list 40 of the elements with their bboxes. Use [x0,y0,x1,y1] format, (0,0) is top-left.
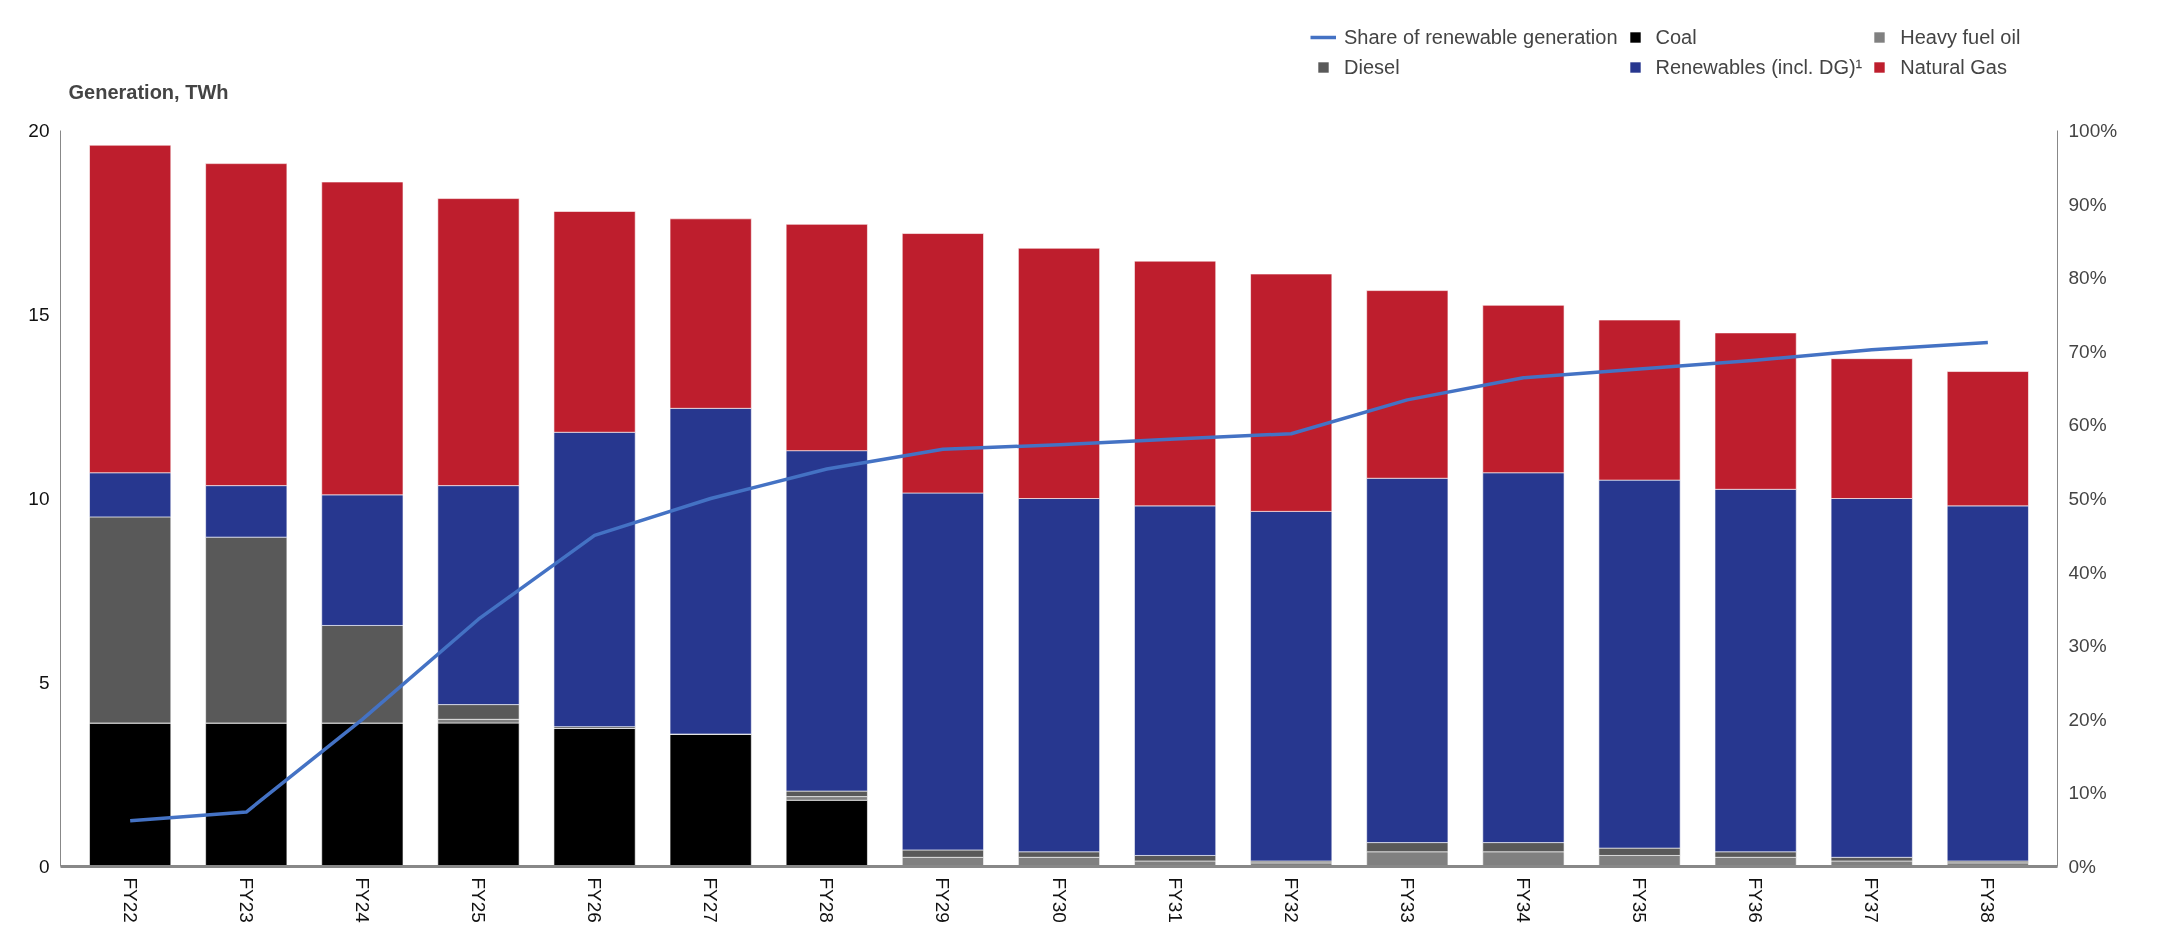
y-tick-label: 15 [28,304,50,325]
x-tick-label: FY22 [119,877,141,923]
x-tick-label: FY23 [235,877,257,923]
y2-tick-label: 40% [2068,561,2107,583]
x-tick-label: FY27 [700,877,722,923]
x-tick-label: FY30 [1048,877,1070,923]
x-tick-label: FY28 [816,877,838,923]
y-tick-label: 5 [38,672,50,693]
y2-tick-label: 100% [2068,120,2118,141]
y2-tick-label: 90% [2068,193,2107,215]
y2-tick-label: 60% [2068,414,2107,436]
y2-tick-label: 30% [2068,635,2107,657]
x-tick-label: FY38 [1977,877,1999,923]
x-tick-label: FY25 [467,877,489,923]
legend-label: Diesel [1344,55,1400,79]
y-tick-label: 20 [28,120,50,141]
legend-label: Renewables (incl. DG)¹ [1655,55,1863,79]
x-tick-label: FY29 [932,877,954,923]
y2-tick-label: 70% [2068,340,2107,362]
y-tick-label: 0 [38,856,50,877]
y2-tick-label: 80% [2068,267,2107,289]
y-axis-title: Generation, TWh [68,80,229,103]
x-tick-label: FY35 [1629,877,1651,923]
x-tick-label: FY32 [1280,877,1302,923]
legend-label: Natural Gas [1900,55,2007,79]
y2-tick-label: 0% [2068,856,2097,877]
y2-tick-label: 50% [2068,488,2107,509]
legend-label: Heavy fuel oil [1900,25,2021,49]
legend-label: Coal [1655,25,1697,49]
x-tick-label: FY33 [1396,877,1418,923]
x-tick-label: FY36 [1745,877,1767,923]
legend-label: Share of renewable generation [1344,25,1618,49]
x-tick-label: FY26 [584,877,606,923]
y2-tick-label: 10% [2068,782,2107,804]
y2-tick-label: 20% [2068,708,2107,730]
x-tick-label: FY37 [1861,877,1883,923]
y-tick-label: 10 [28,488,50,509]
x-tick-label: FY24 [351,877,373,924]
x-tick-label: FY31 [1164,877,1186,923]
x-tick-label: FY34 [1512,877,1534,924]
